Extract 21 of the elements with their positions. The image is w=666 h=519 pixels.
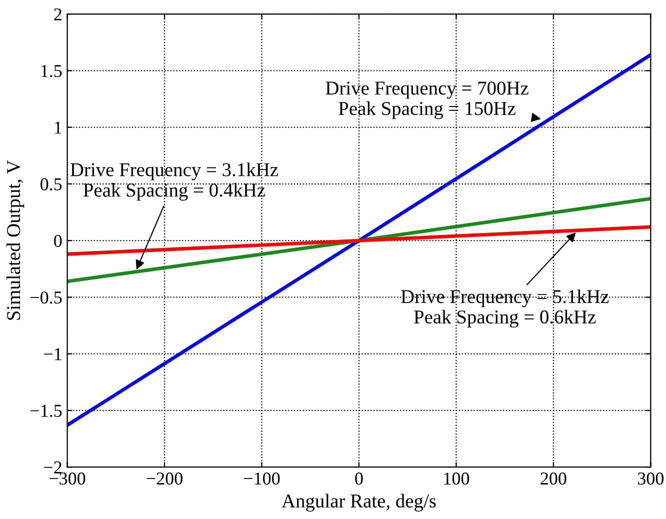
y-tick-label: −1 xyxy=(44,348,62,360)
x-tick-label: 200 xyxy=(540,472,566,485)
y-tick-label: 2 xyxy=(54,8,62,20)
x-axis-title: Angular Rate, deg/s xyxy=(282,494,436,512)
x-tick-label: 100 xyxy=(444,472,470,485)
annotation: Drive Frequency = 3.1kHz Peak Spacing = 0.4kHz xyxy=(70,162,278,201)
y-tick-label: 0 xyxy=(54,234,62,247)
x-tick-label: −200 xyxy=(146,472,182,485)
y-tick-label: 1 xyxy=(54,122,62,134)
x-tick-label: 0 xyxy=(355,472,363,485)
y-tick-label: −0.5 xyxy=(30,291,62,304)
y-tick-label: −2 xyxy=(44,461,62,474)
y-tick-label: −1.5 xyxy=(30,404,62,417)
annotation: Drive Frequency = 700Hz Peak Spacing = 150Hz xyxy=(326,82,528,120)
x-tick-label: 300 xyxy=(638,472,664,485)
x-tick-label: −300 xyxy=(50,472,86,485)
y-tick-label: 0.5 xyxy=(40,178,62,190)
annotation: Drive Frequency = 5.1kHz Peak Spacing = 0.6kHz xyxy=(401,289,609,328)
y-tick-label: 1.5 xyxy=(41,64,62,78)
x-tick-label: −100 xyxy=(244,472,280,485)
y-axis-title: Simulated Output, V xyxy=(6,160,24,320)
